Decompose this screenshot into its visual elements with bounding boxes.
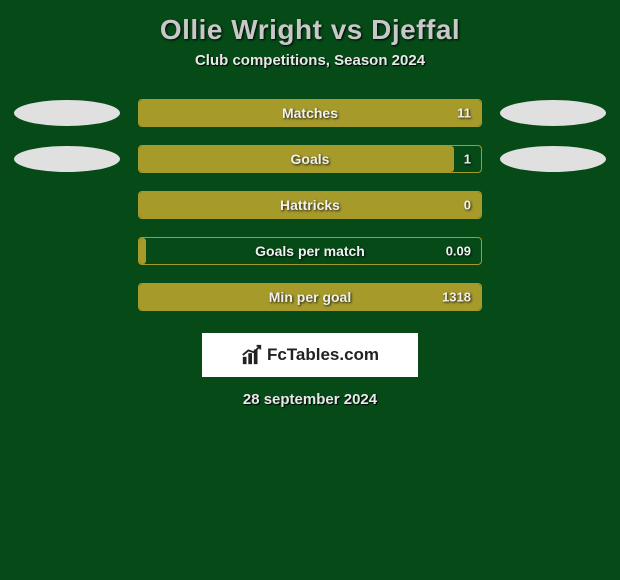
subtitle: Club competitions, Season 2024 [195, 52, 425, 99]
player-marker-right [500, 146, 606, 172]
logo-text: FcTables.com [267, 345, 379, 365]
stat-label: Goals [291, 151, 330, 167]
player-marker-left [14, 146, 120, 172]
date-label: 28 september 2024 [243, 391, 377, 408]
stat-label: Matches [282, 105, 338, 121]
player-marker-right [500, 100, 606, 126]
stat-bar: Goals per match 0.09 [138, 237, 482, 265]
stat-value: 0 [464, 198, 471, 213]
stats-area: Matches 11 Goals 1 Hattricks 0 Goals per match… [14, 99, 606, 329]
player-marker-left [14, 100, 120, 126]
stat-bar: Hattricks 0 [138, 191, 482, 219]
page-title: Ollie Wright vs Djeffal [160, 6, 460, 52]
stat-row: Min per goal 1318 [14, 283, 606, 311]
stat-row: Matches 11 [14, 99, 606, 127]
stat-row: Hattricks 0 [14, 191, 606, 219]
stat-value: 0.09 [446, 244, 471, 259]
chart-icon [241, 344, 263, 366]
stat-value: 1318 [442, 290, 471, 305]
stat-bar-fill [139, 238, 146, 264]
stat-bar: Goals 1 [138, 145, 482, 173]
stat-bar: Min per goal 1318 [138, 283, 482, 311]
stat-value: 11 [457, 106, 471, 121]
stat-bar: Matches 11 [138, 99, 482, 127]
logo-box: FcTables.com [202, 333, 418, 377]
stat-row: Goals 1 [14, 145, 606, 173]
stat-label: Hattricks [280, 197, 340, 213]
stat-label: Goals per match [255, 243, 365, 259]
stat-row: Goals per match 0.09 [14, 237, 606, 265]
stat-label: Min per goal [269, 289, 351, 305]
stat-value: 1 [464, 152, 471, 167]
